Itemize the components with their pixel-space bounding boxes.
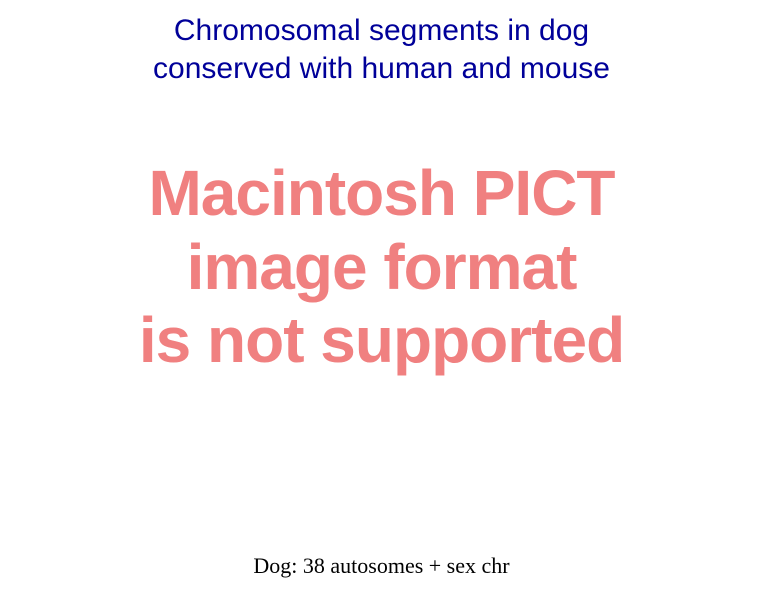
slide-caption: Dog: 38 autosomes + sex chr bbox=[0, 553, 763, 579]
title-line-1: Chromosomal segments in dog bbox=[174, 14, 589, 47]
error-line-2: image format bbox=[187, 231, 577, 303]
error-line-1: Macintosh PICT bbox=[148, 157, 614, 229]
error-line-3: is not supported bbox=[139, 304, 624, 376]
title-line-2: conserved with human and mouse bbox=[153, 52, 610, 85]
pict-error-message: Macintosh PICT image format is not suppo… bbox=[0, 157, 763, 378]
slide-title: Chromosomal segments in dog conserved wi… bbox=[0, 12, 763, 87]
